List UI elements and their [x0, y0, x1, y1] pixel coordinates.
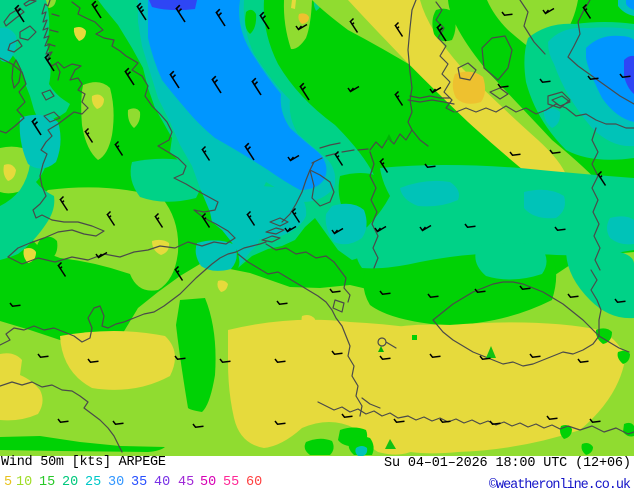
- svg-text:10: 10: [16, 475, 32, 490]
- svg-text:15: 15: [39, 475, 55, 490]
- svg-text:©weatheronline.co.uk: ©weatheronline.co.uk: [489, 478, 631, 490]
- svg-text:Su 04–01–2026 18:00 UTC (12+06: Su 04–01–2026 18:00 UTC (12+06): [384, 456, 631, 471]
- svg-text:35: 35: [131, 475, 147, 490]
- svg-text:50: 50: [200, 475, 216, 490]
- svg-text:20: 20: [62, 475, 78, 490]
- svg-text:60: 60: [246, 475, 262, 490]
- svg-text:45: 45: [178, 475, 194, 490]
- svg-text:25: 25: [85, 475, 101, 490]
- svg-text:55: 55: [223, 475, 239, 490]
- svg-text:30: 30: [108, 475, 124, 490]
- svg-text:5: 5: [4, 475, 12, 490]
- svg-text:Wind 50m [kts] ARPEGE: Wind 50m [kts] ARPEGE: [1, 455, 166, 470]
- svg-text:40: 40: [154, 475, 170, 490]
